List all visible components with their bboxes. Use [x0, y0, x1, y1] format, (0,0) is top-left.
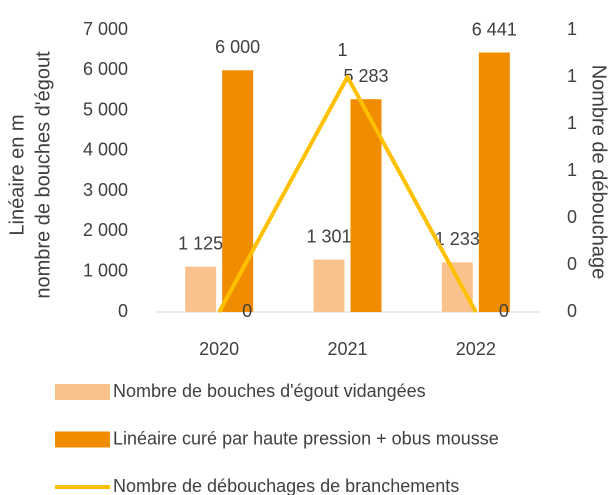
y-tick-label: 7 000 — [83, 19, 128, 39]
y2-tick-label: 1 — [567, 19, 577, 39]
x-tick-label: 2020 — [199, 339, 239, 359]
line-value-label: 0 — [499, 301, 509, 321]
line-value-label: 0 — [242, 301, 252, 321]
y-tick-label: 0 — [118, 301, 128, 321]
bar-value-label: 6 441 — [472, 19, 517, 39]
legend-label: Linéaire curé par haute pression + obus … — [113, 428, 499, 448]
y2-tick-label: 1 — [567, 160, 577, 180]
y2-tick-label: 1 — [567, 113, 577, 133]
bar-value-label: 6 000 — [215, 37, 260, 57]
legend-swatch — [55, 384, 110, 400]
bar — [185, 266, 217, 312]
legend-label: Nombre de débouchages de branchements — [113, 476, 459, 495]
y2-axis-title: Nombre de débouchage — [588, 65, 610, 280]
bar — [478, 52, 510, 312]
x-tick-label: 2022 — [456, 339, 496, 359]
y2-tick-label: 0 — [567, 301, 577, 321]
bar-value-label: 5 283 — [343, 66, 388, 86]
bar — [441, 262, 473, 312]
bar — [313, 259, 345, 312]
y-axis-title-line1: Linéaire en m — [6, 114, 28, 235]
y-tick-label: 5 000 — [83, 99, 128, 119]
y2-tick-label: 1 — [567, 66, 577, 86]
y-tick-label: 2 000 — [83, 220, 128, 240]
bar-value-label: 1 233 — [435, 229, 480, 249]
line-series — [217, 75, 478, 313]
legend-swatch — [55, 431, 110, 448]
y2-tick-label: 0 — [567, 207, 577, 227]
y-tick-label: 4 000 — [83, 140, 128, 160]
bar-value-label: 1 301 — [306, 226, 351, 246]
bar-value-label: 1 125 — [178, 233, 223, 253]
y-axis-title-line2: nombre de bouches d'égout — [32, 51, 54, 299]
y-tick-label: 1 000 — [83, 260, 128, 280]
y-tick-label: 6 000 — [83, 59, 128, 79]
y-tick-label: 3 000 — [83, 180, 128, 200]
x-tick-label: 2021 — [327, 339, 367, 359]
bar — [222, 70, 254, 313]
bar — [350, 99, 382, 313]
y2-tick-label: 0 — [567, 254, 577, 274]
line-value-label: 1 — [337, 40, 347, 60]
legend-label: Nombre de bouches d'égout vidangées — [113, 381, 426, 401]
